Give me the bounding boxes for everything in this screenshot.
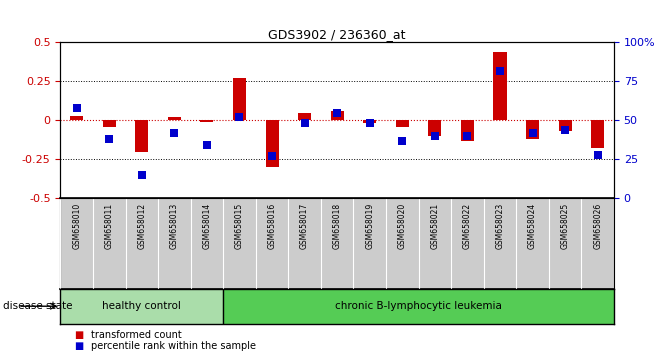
Bar xyxy=(461,120,474,141)
Point xyxy=(71,105,82,111)
Text: transformed count: transformed count xyxy=(91,330,181,339)
Bar xyxy=(558,120,572,131)
Bar xyxy=(70,116,83,120)
Text: ■: ■ xyxy=(74,330,83,339)
Bar xyxy=(493,52,507,120)
Point xyxy=(332,110,343,115)
Text: GSM658018: GSM658018 xyxy=(333,203,342,249)
Bar xyxy=(168,117,181,120)
Text: GSM658015: GSM658015 xyxy=(235,203,244,249)
Point xyxy=(495,68,505,73)
Bar xyxy=(331,111,344,120)
Text: GSM658016: GSM658016 xyxy=(268,203,276,249)
Point xyxy=(266,153,277,159)
Point xyxy=(136,172,147,178)
Point xyxy=(527,130,538,136)
Bar xyxy=(103,120,116,127)
Point xyxy=(104,136,115,142)
Point xyxy=(169,130,180,136)
Point xyxy=(592,152,603,158)
Text: GSM658025: GSM658025 xyxy=(560,203,570,249)
Bar xyxy=(298,113,311,120)
Point xyxy=(429,133,440,139)
Point xyxy=(462,133,473,139)
Text: GSM658013: GSM658013 xyxy=(170,203,179,249)
Text: percentile rank within the sample: percentile rank within the sample xyxy=(91,341,256,351)
Bar xyxy=(396,120,409,127)
Bar xyxy=(136,120,148,152)
Bar xyxy=(363,120,376,124)
Text: GSM658022: GSM658022 xyxy=(463,203,472,249)
Text: GSM658012: GSM658012 xyxy=(138,203,146,249)
Point xyxy=(364,121,375,126)
Bar xyxy=(428,120,442,136)
Text: chronic B-lymphocytic leukemia: chronic B-lymphocytic leukemia xyxy=(335,301,502,311)
Text: ■: ■ xyxy=(74,341,83,351)
Bar xyxy=(201,120,213,122)
Text: healthy control: healthy control xyxy=(103,301,181,311)
Text: GSM658019: GSM658019 xyxy=(365,203,374,249)
Text: GSM658024: GSM658024 xyxy=(528,203,537,249)
Point xyxy=(234,114,245,120)
Text: GSM658017: GSM658017 xyxy=(300,203,309,249)
Bar xyxy=(591,120,604,148)
Text: GSM658026: GSM658026 xyxy=(593,203,602,249)
Bar xyxy=(233,78,246,120)
Text: GSM658021: GSM658021 xyxy=(430,203,440,249)
Bar xyxy=(526,120,539,139)
Text: GSM658011: GSM658011 xyxy=(105,203,114,249)
Text: GSM658014: GSM658014 xyxy=(203,203,211,249)
Point xyxy=(201,142,212,148)
Bar xyxy=(60,289,223,324)
Point xyxy=(397,138,408,143)
Text: disease state: disease state xyxy=(3,301,73,311)
Bar xyxy=(223,289,614,324)
Point xyxy=(299,121,310,126)
Text: GSM658010: GSM658010 xyxy=(72,203,81,249)
Text: GSM658023: GSM658023 xyxy=(495,203,505,249)
Text: GSM658020: GSM658020 xyxy=(398,203,407,249)
Bar xyxy=(266,120,278,167)
Title: GDS3902 / 236360_at: GDS3902 / 236360_at xyxy=(268,28,406,41)
Point xyxy=(560,127,570,132)
